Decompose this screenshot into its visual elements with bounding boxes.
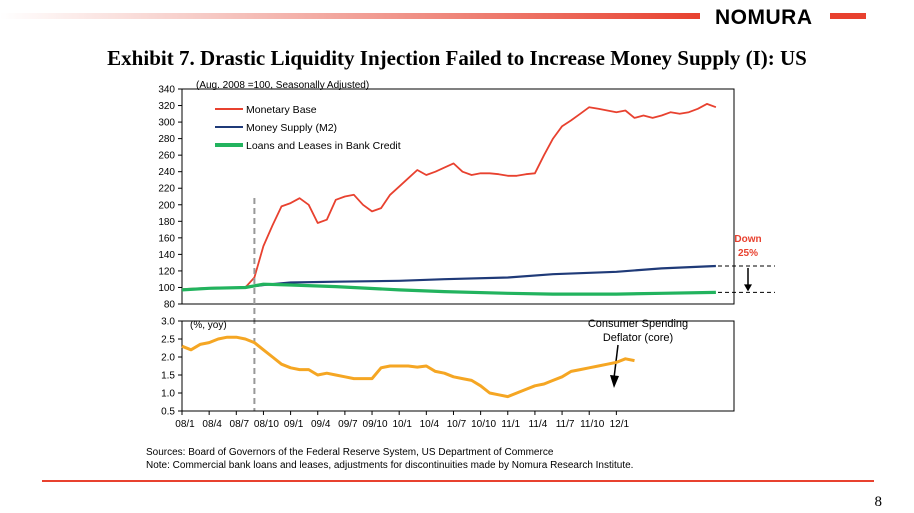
x-tick-label: 11/7 xyxy=(556,419,575,430)
bottom-y-tick-label: 1.0 xyxy=(161,389,175,400)
note-line: Note: Commercial bank loans and leases, … xyxy=(146,460,634,471)
x-tick-label: 11/1 xyxy=(501,419,520,430)
exhibit-title: Exhibit 7. Drastic Liquidity Injection F… xyxy=(107,46,807,70)
top-chart-unit-note: (Aug. 2008 =100, Seasonally Adjusted) xyxy=(196,80,369,91)
top-chart-series xyxy=(181,103,717,296)
top-y-tick-label: 240 xyxy=(158,167,175,178)
x-tick-label: 11/4 xyxy=(529,419,548,430)
x-tick-label: 08/10 xyxy=(254,419,279,430)
x-tick-label: 12/1 xyxy=(610,419,630,430)
top-y-tick-label: 300 xyxy=(158,118,175,129)
page-number: 8 xyxy=(874,494,883,510)
bottom-chart-unit-note: (%, yoy) xyxy=(190,320,227,331)
x-tick-label: 09/7 xyxy=(338,419,358,430)
x-tick-label: 10/1 xyxy=(392,419,412,430)
x-tick-label: 11/10 xyxy=(580,419,605,430)
legend-label-loans: Loans and Leases in Bank Credit xyxy=(246,140,401,152)
top-plot-frame xyxy=(181,88,735,305)
header-accent-bar xyxy=(0,13,700,19)
bottom-y-tick-label: 2.5 xyxy=(161,335,175,346)
x-tick-label: 09/4 xyxy=(311,419,331,430)
bottom-chart-axes: 0.51.01.52.02.53.008/1 08/4 08/7 08/10 09/1 0… xyxy=(161,317,735,430)
down-guide-lines xyxy=(718,265,775,293)
x-tick-label: 10/7 xyxy=(447,419,467,430)
top-chart-axes: 80 100 120 140 160 180 200 220 240 260 280 300 320 34… xyxy=(158,85,735,311)
series-line-1 xyxy=(181,264,716,291)
legend: Monetary Base Money Supply (M2) Loans an… xyxy=(215,104,401,152)
deflator-label-line2: Deflator (core) xyxy=(603,332,673,344)
down-arrow-head xyxy=(744,284,752,292)
logo-accent-bar xyxy=(830,13,866,19)
sources-line: Sources: Board of Governors of the Feder… xyxy=(146,447,554,458)
bottom-plot-frame xyxy=(181,320,735,412)
top-y-tick-label: 200 xyxy=(158,200,175,211)
deflator-pointer-arrow xyxy=(610,344,619,388)
deflator-line xyxy=(181,335,635,399)
legend-label-money-supply: Money Supply (M2) xyxy=(246,122,337,134)
nomura-logo: NOMURA xyxy=(715,6,813,29)
top-y-tick-label: 140 xyxy=(158,250,175,261)
x-tick-label: 09/10 xyxy=(363,419,388,430)
x-tick-label: 09/1 xyxy=(284,419,304,430)
top-y-tick-label: 220 xyxy=(158,184,175,195)
legend-label-monetary-base: Monetary Base xyxy=(246,104,317,116)
bottom-y-tick-label: 2.0 xyxy=(161,353,175,364)
x-tick-label: 08/1 xyxy=(175,419,195,430)
top-y-tick-label: 340 xyxy=(158,85,175,96)
top-y-tick-label: 180 xyxy=(158,217,175,228)
sources-note: Sources: Board of Governors of the Feder… xyxy=(146,446,633,472)
x-tick-label: 08/7 xyxy=(230,419,250,430)
bottom-y-tick-label: 3.0 xyxy=(161,317,175,328)
top-y-tick-label: 280 xyxy=(158,134,175,145)
bottom-y-tick-label: 1.5 xyxy=(161,371,175,382)
down-annotation: Down 25% xyxy=(718,234,775,293)
x-tick-label: 08/4 xyxy=(202,419,222,430)
series-line-2 xyxy=(181,282,716,296)
bottom-chart-series xyxy=(181,335,635,399)
x-tick-label: 10/10 xyxy=(471,419,496,430)
top-y-tick-label: 80 xyxy=(164,300,176,311)
footer-accent-bar xyxy=(42,480,874,482)
series-line-0 xyxy=(181,103,717,290)
down-label-line1: Down xyxy=(734,234,761,245)
x-tick-label: 10/4 xyxy=(420,419,440,430)
top-y-tick-label: 160 xyxy=(158,233,175,244)
top-y-tick-label: 120 xyxy=(158,266,175,277)
top-y-tick-label: 320 xyxy=(158,101,175,112)
down-label-line2: 25% xyxy=(738,248,758,259)
deflator-label-line1: Consumer Spending xyxy=(588,318,688,330)
bottom-y-tick-label: 0.5 xyxy=(161,407,175,418)
top-y-tick-label: 260 xyxy=(158,151,175,162)
top-y-tick-label: 100 xyxy=(158,283,175,294)
